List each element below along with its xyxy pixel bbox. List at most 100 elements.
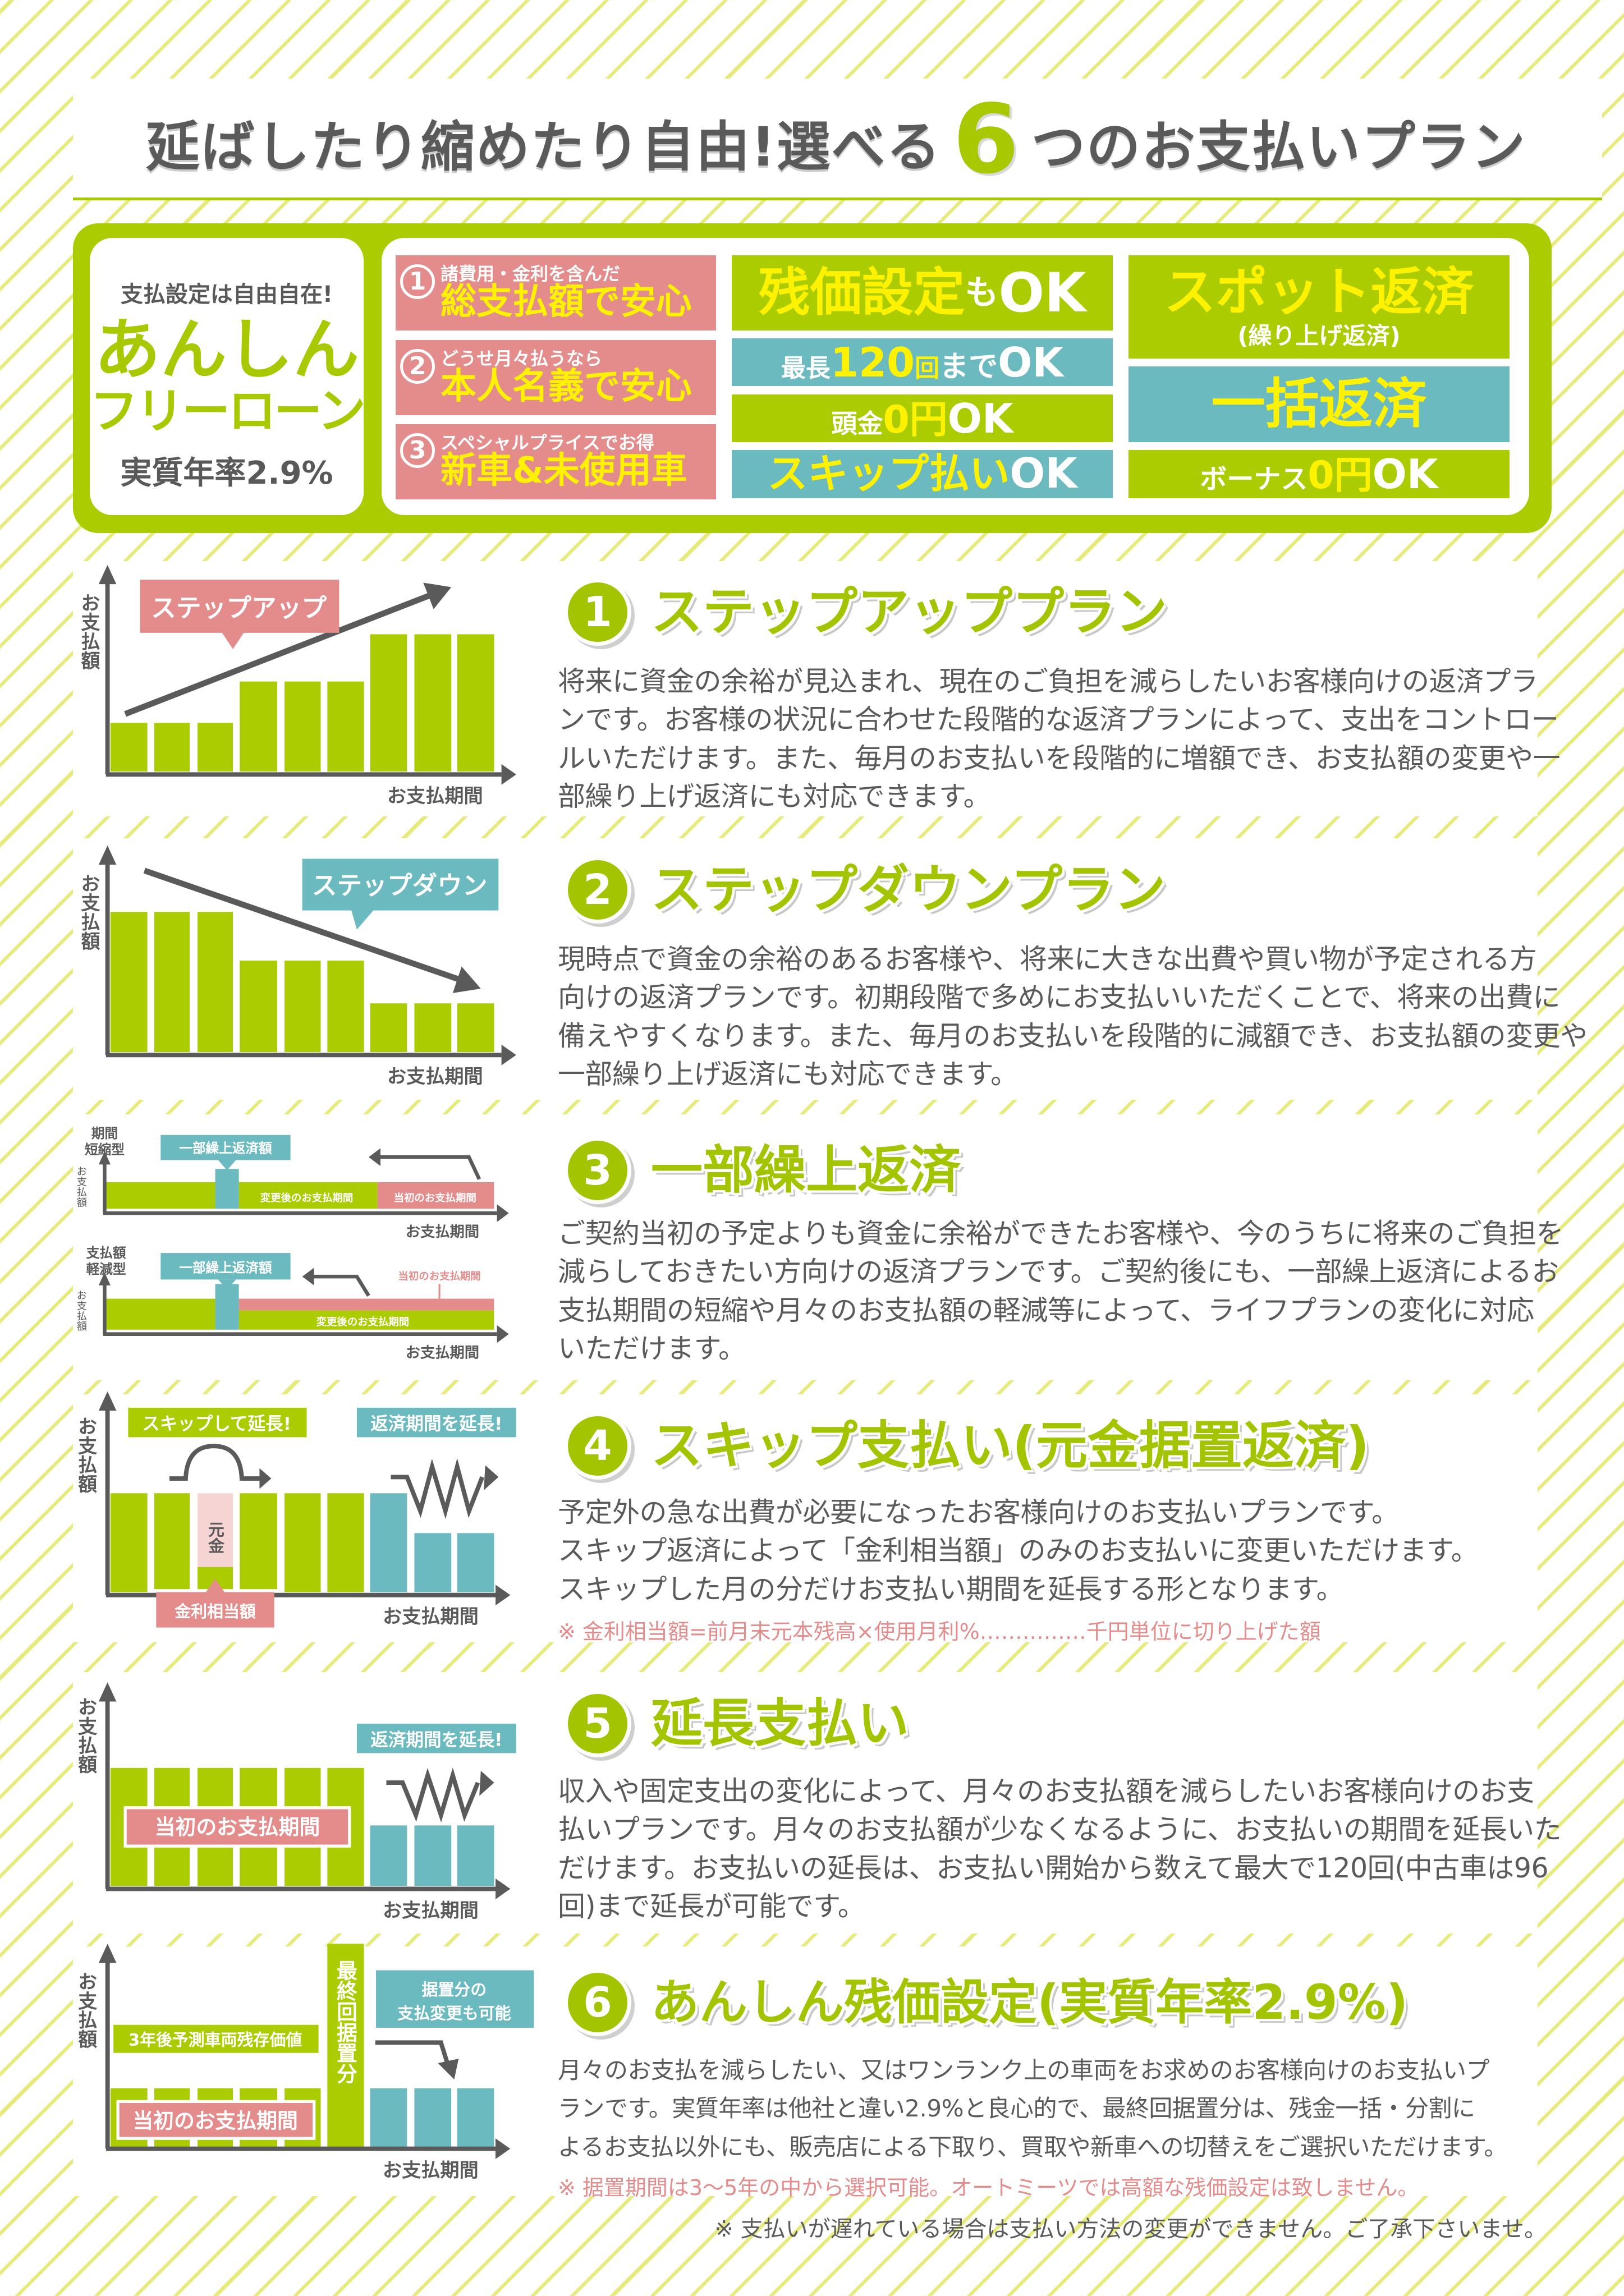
header-panel [73, 79, 1602, 198]
feature-text: OK [1372, 451, 1438, 498]
text-line: スキップ返済によって「金利相当額」のみのお支払いに変更いただけます。 [558, 1535, 1479, 1567]
text-line: 減らしておきたい方向けの返済プランです。ご契約後にも、一部繰上返済によるお [558, 1256, 1559, 1288]
number-5-icon: 5 [564, 1690, 631, 1757]
feature-text: まで [939, 350, 998, 384]
text-line: 払いプランです。月々のお支払額が少なくなるように、お支払いの期間を延長いた [558, 1813, 1562, 1846]
number-1-icon: 1 [400, 264, 435, 299]
number-3-icon: 3 [564, 1137, 631, 1204]
text-line: ルいただけます。また、毎月のお支払いを段階的に増額でき、お支払額の変更や一 [558, 742, 1561, 774]
residual-label: 3年後予測車両残存価値 [129, 2031, 302, 2050]
point-3: 3 スペシャルプライスでお得 新車&未使用車 [396, 424, 716, 499]
new-term-label: 変更後のお支払期間 [260, 1192, 354, 1204]
reduced-payment-chart: 一部繰上返済額 当初のお支払期間 変更後のお支払期間 お支払期間 [98, 1253, 509, 1362]
extend-label-box [356, 1723, 516, 1753]
point-big: 総支払額で安心 [441, 281, 692, 323]
step-down-label: ステップダウン [302, 858, 499, 930]
plan-6-title: あんしん残価設定(実質年率2.9%) [651, 1974, 1409, 2031]
prepay-label: 一部繰上返済額 [179, 1260, 272, 1275]
trend-arrow-icon [124, 582, 452, 717]
point-small: どうせ月々払うなら [441, 347, 603, 369]
title-text: 延ばしたり縮めたり自由!選べる [145, 116, 942, 178]
skip-arrow-icon [169, 1444, 272, 1489]
brand-name-2: フリーローン [90, 383, 366, 439]
feature-text: 回 [915, 354, 940, 383]
y-axis-label: お支払額 [74, 1417, 97, 1494]
feature-text: スポット返済 [1164, 261, 1474, 322]
feature-text: OK [947, 395, 1013, 442]
plan-5-title: 延長支払い [651, 1693, 910, 1753]
residual-box [113, 2024, 319, 2053]
plan-6-note: ※ 据置期間は3〜5年の中から選択可能。オートミーツでは高額な残価設定は致しませ… [558, 2175, 1419, 2200]
feature-text: 一括返済 [1211, 373, 1427, 436]
plan-4-description: 予定外の急な出費が必要になったお客様向けのお支払いプランです。 スキップ返済によっ… [558, 1494, 1479, 1609]
number-3-icon: 3 [400, 433, 435, 468]
axes [98, 1944, 511, 2159]
plan-1-description: 将来に資金の余裕が見込まれ、現在のご負担を減らしたいお客様向けの返済プラ ンです。… [558, 663, 1561, 816]
footer-note: ※ 支払いが遅れている場合は支払い方法の変更ができません。ご了承下さいませ。 [714, 2216, 1547, 2242]
feature-text: ボーナス [1200, 463, 1308, 495]
new-term-label: 変更後のお支払期間 [316, 1316, 410, 1328]
y-axis-label: お支払額 [75, 1166, 87, 1207]
plan-2-title: ステップダウンプラン [651, 860, 1166, 920]
plan-3-panel [73, 1114, 1538, 1380]
title-number: 6 [952, 84, 1021, 195]
point-big: 本人名義で安心 [441, 366, 692, 408]
change-box [376, 1970, 534, 2028]
y-axis-label: お支払額 [75, 1290, 87, 1331]
axes [98, 1682, 511, 1899]
number-2-icon: 2 [400, 349, 435, 384]
text-line: 回)まで延長が可能です。 [558, 1890, 865, 1923]
brand-name: あんしん [94, 311, 359, 388]
original-term-box [116, 2100, 316, 2140]
feature-text: 頭金 [831, 408, 883, 439]
point-small: スペシャルプライスでお得 [441, 431, 654, 453]
number-1-icon: 1 [564, 578, 631, 646]
rate-text: 実質年率2.9% [120, 455, 333, 492]
text-line: 向けの返済プランです。初期段階で多めにお支払いいただくことで、将来の出費に [558, 981, 1561, 1014]
x-axis-label: お支払期間 [383, 1899, 479, 1922]
payment-bars [110, 1493, 494, 1592]
change-label: 据置分の [422, 1980, 487, 1999]
extend-label-box [356, 1407, 516, 1438]
prepay-label: 一部繰上返済額 [179, 1140, 272, 1156]
feature-downpayment: 頭金 0円 OK [732, 394, 1113, 442]
zigzag-arrow-icon [386, 1767, 494, 1823]
point-big: 新車&未使用車 [441, 450, 687, 492]
plan-2-description: 現時点で資金の余裕のあるお客様や、将来に大きな出費や買い物が予定される方 向けの返… [558, 940, 1588, 1094]
extend-label: 返済期間を延長! [370, 1730, 502, 1750]
text-line: ンです。お客様の状況に合わせた段階的な返済プランによって、支出をコントロー [558, 704, 1559, 736]
text-line: 月々のお支払を減らしたい、又はワンランク上の車両をお求めのお客様向けのお支払いプ [558, 2056, 1490, 2084]
type-label: 軽減型 [86, 1261, 126, 1277]
feature-text: 最長 [781, 354, 831, 383]
tagline: 支払設定は自由自在! [120, 282, 333, 307]
x-axis-label: お支払期間 [387, 785, 483, 807]
payment-bars [110, 912, 494, 1053]
final-payment-label: 最終回据置分 [333, 1960, 357, 2084]
x-axis-label: お支払期間 [406, 1345, 479, 1362]
feature-text: OK [998, 339, 1064, 386]
original-term-label: 当初のお支払期間 [398, 1270, 481, 1282]
text-line: だけます。お支払いの延長は、お支払い開始から数えて最大で120回(中古車は96 [558, 1852, 1549, 1884]
change-label: 支払変更も可能 [397, 2004, 511, 2023]
original-term-label: 当初のお支払期間 [132, 2109, 297, 2133]
number-2-icon: 2 [564, 856, 631, 924]
extend-label: 返済期間を延長! [370, 1414, 502, 1434]
text-line: いただけます。 [558, 1333, 746, 1365]
original-term-label: 当初のお支払期間 [155, 1815, 320, 1839]
feature-text: スキップ払い [767, 450, 1010, 498]
feature-skip: スキップ払い OK [732, 450, 1113, 498]
axes [98, 845, 516, 1066]
text-line: ランです。実質年率は他社と違い2.9%と良心的で、最終回据置分は、残金一括・分割… [558, 2095, 1475, 2123]
feature-text: 残価設定 [758, 262, 965, 323]
plan-6-description: 月々のお支払を減らしたい、又はワンランク上の車両をお求めのお客様向けのお支払いプ… [558, 2051, 1507, 2166]
type-label: 支払額 [86, 1245, 126, 1261]
partial-prepayment-diagram: 期間 短縮型 お支払額 一部繰上返済額 変更後のお支払期間 当初のお支払期間 お… [75, 1126, 509, 1362]
text-line: ご契約当初の予定よりも資金に余裕ができたお客様や、今のうちに将来のご負担を [558, 1218, 1564, 1250]
axes [98, 564, 516, 785]
chart-label: ステップアップ [151, 594, 327, 623]
text-line: 収入や固定支出の変化によって、月々のお支払額を減らしたいお客様向けのお支 [558, 1775, 1534, 1807]
residual-value-diagram: 最終回据置分 当初のお支払期間 3年後予測車両残存価値 据置分の 支払変更も可能… [74, 1944, 534, 2182]
text-line: 部繰り上げ返済にも対応できます。 [558, 780, 991, 813]
feature-ikkatsu: 一括返済 [1128, 366, 1510, 442]
feature-max120: 最長 120 回まで OK [732, 338, 1113, 386]
